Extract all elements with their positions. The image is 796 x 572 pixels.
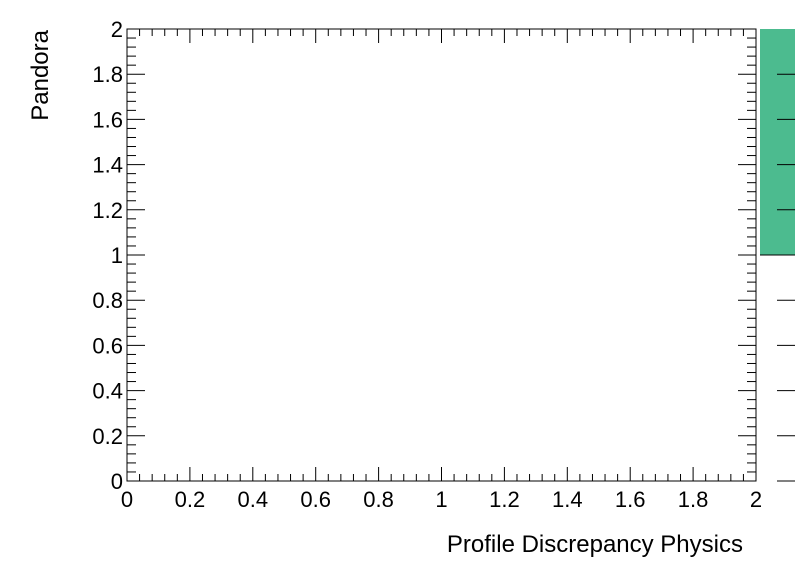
y-tick-label: 2 [111, 17, 123, 42]
y-tick-label: 1.4 [92, 153, 123, 178]
x-tick-label: 1 [435, 487, 447, 512]
x-tick-label: 0.4 [238, 487, 269, 512]
y-tick-label: 1.6 [92, 107, 123, 132]
y-tick-label: 1 [111, 243, 123, 268]
x-tick-label: 1.2 [489, 487, 520, 512]
y-tick-label: 0.2 [92, 424, 123, 449]
axis-ticks [126, 29, 795, 482]
x-tick-label: 0.8 [363, 487, 394, 512]
x-tick-label: 1.4 [552, 487, 583, 512]
x-tick-label: 0 [121, 487, 133, 512]
y-tick-label: 0.4 [92, 379, 123, 404]
y-tick-label: 0.6 [92, 333, 123, 358]
y-tick-label: 0.8 [92, 288, 123, 313]
x-tick-label: 1.6 [615, 487, 646, 512]
x-tick-label: 2 [750, 487, 762, 512]
y-tick-label: 0 [111, 469, 123, 494]
colorbar [760, 29, 795, 256]
x-axis-title: Profile Discrepancy Physics [447, 531, 743, 558]
x-tick-label: 1.8 [678, 487, 709, 512]
x-tick-label: 0.2 [175, 487, 206, 512]
y-axis-title: Pandora [27, 29, 54, 120]
y-tick-label: 1.2 [92, 198, 123, 223]
colorbar-fill [760, 29, 795, 255]
x-tick-label: 0.6 [300, 487, 331, 512]
tick-labels: 0 0.2 0.4 0.6 0.8 1 1.2 1.4 1.6 1.8 2 0 0.2 0.4 0.6 0.8… [92, 17, 762, 512]
y-tick-label: 1.8 [92, 62, 123, 87]
